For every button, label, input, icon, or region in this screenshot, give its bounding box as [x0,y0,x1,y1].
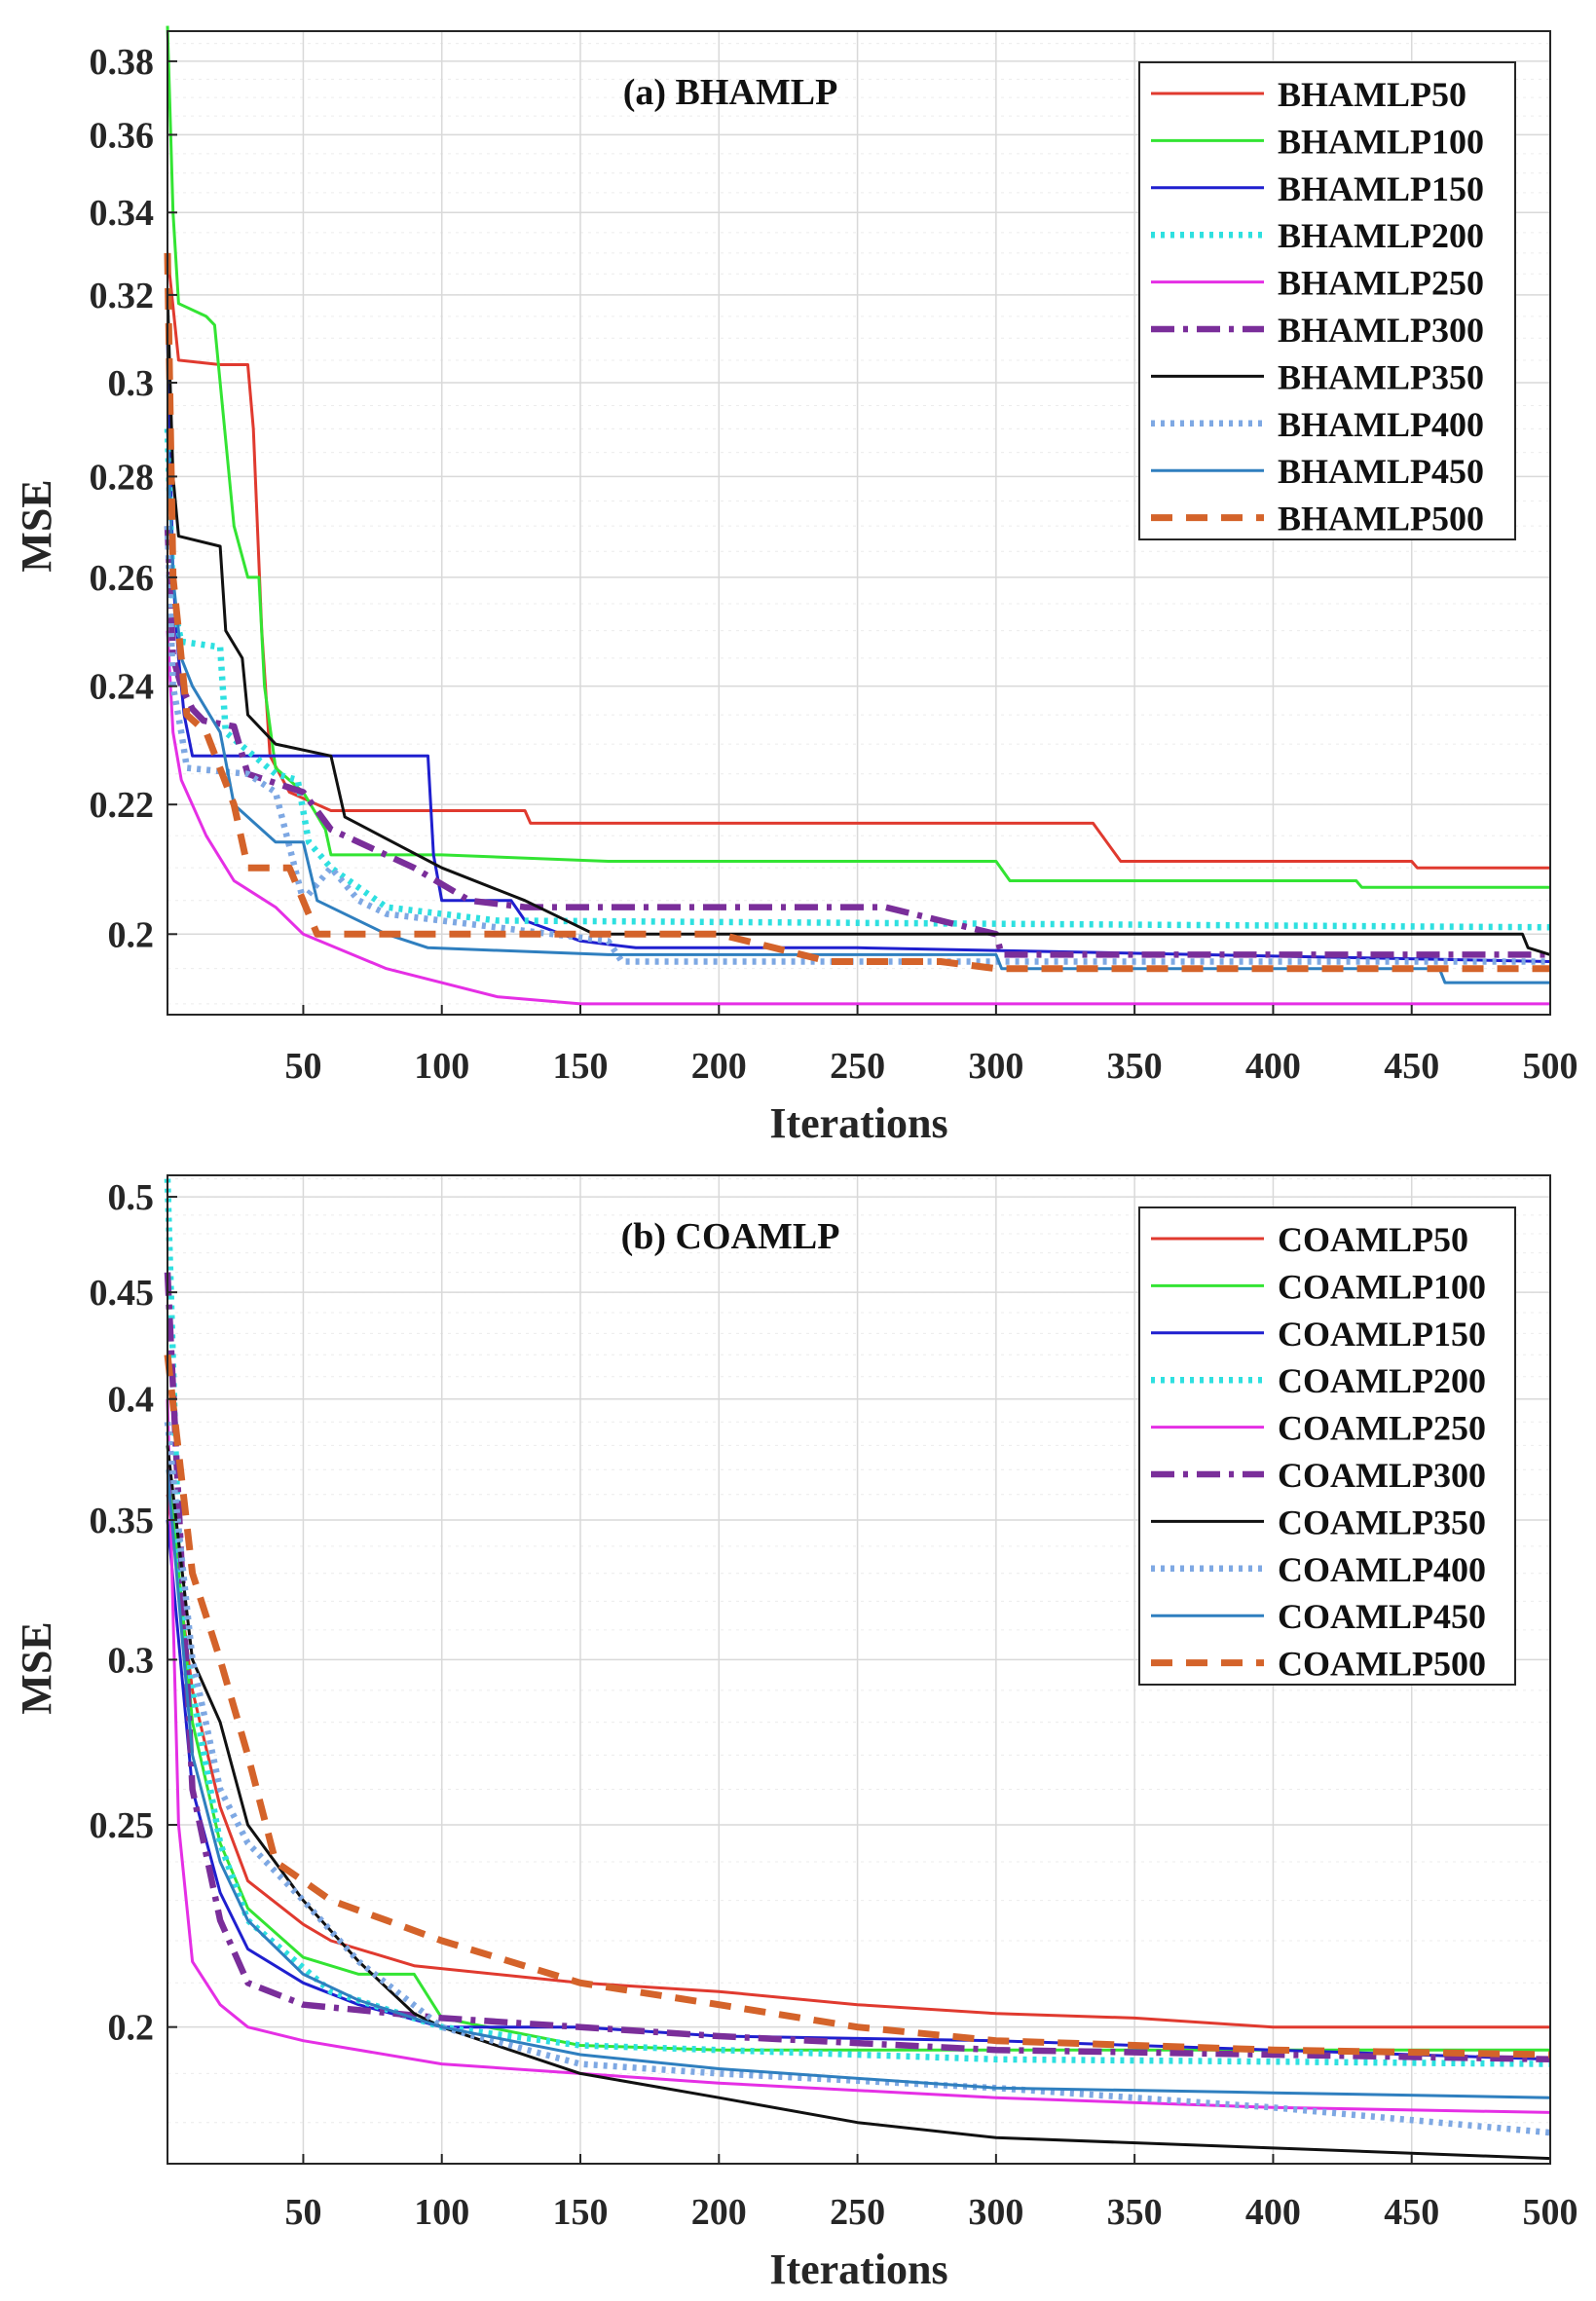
legend-label: BHAMLP400 [1278,405,1484,444]
legend-label: COAMLP150 [1278,1315,1486,1354]
legend-label: BHAMLP250 [1278,264,1484,303]
legend-label: COAMLP350 [1278,1503,1486,1541]
x-tick-label: 400 [1245,1046,1301,1087]
y-tick-label: 0.4 [108,1380,155,1421]
x-tick-label: 300 [968,2192,1023,2233]
y-axis-label: MSE [13,1621,60,1714]
legend-label: BHAMLP300 [1278,311,1484,350]
series-line-coamlp500 [164,1354,1551,2059]
legend-label: BHAMLP350 [1278,357,1484,396]
x-tick-label: 500 [1523,2192,1578,2233]
x-tick-label: 50 [284,2192,321,2233]
chart-panel-a: 50 100 150 200 250 300 350 400 450 500 0.2 0.22 0.24… [13,25,1578,1147]
x-tick-label: 300 [968,1046,1023,1087]
y-tick-label: 0.28 [90,457,155,498]
legend-label: BHAMLP150 [1278,169,1484,208]
y-tick-label: 0.24 [90,667,155,708]
legend-label: COAMLP500 [1278,1645,1486,1684]
x-tick-label: 100 [414,2192,469,2233]
x-tick-label: 250 [830,1046,885,1087]
x-tick-label: 200 [691,2192,747,2233]
y-tick-label: 0.32 [90,276,155,316]
series-line-coamlp300 [164,1272,1551,2063]
x-tick-label: 350 [1107,2192,1163,2233]
legend: BHAMLP50 BHAMLP100 BHAMLP150 BHAMLP200 BHAML… [1138,61,1516,540]
x-tick-label: 250 [830,2192,885,2233]
x-tick-label: 450 [1384,2192,1439,2233]
series-line-coamlp450 [166,1469,1551,2099]
y-tick-label: 0.2 [108,2008,155,2049]
series-line-coamlp200 [164,1178,1551,2067]
y-tick-label: 0.5 [108,1177,155,1218]
y-tick-label: 0.45 [90,1273,155,1314]
x-tick-label: 350 [1107,1046,1163,1087]
series-line-bhamlp150 [166,338,1551,963]
y-tick-label: 0.3 [108,363,155,404]
legend-label: COAMLP400 [1278,1550,1486,1589]
x-tick-label: 50 [284,1046,321,1087]
series-line-bhamlp350 [166,294,1551,956]
series-line-bhamlp500 [164,252,1550,973]
x-tick-label: 100 [414,1046,469,1087]
series-line-coamlp400 [164,1421,1551,2136]
x-tick-label: 200 [691,1046,747,1087]
legend: COAMLP50 COAMLP100 COAMLP150 COAMLP200 COAML… [1138,1206,1516,1686]
series-line-bhamlp100 [166,25,1550,889]
y-tick-label: 0.22 [90,785,155,826]
chart-panel-b: 50 100 150 200 250 300 350 400 450 500 0.2 0.25 0.3 0… [13,1174,1578,2293]
legend-label: COAMLP100 [1278,1267,1486,1306]
y-tick-label: 0.26 [90,558,155,599]
y-axis-label: MSE [13,479,60,572]
legend-label: BHAMLP500 [1278,500,1484,538]
series-line-bhamlp50 [166,252,1550,870]
y-tick-label: 0.34 [90,193,155,234]
y-tick-label: 0.36 [90,115,155,156]
y-tick-label: 0.2 [108,914,155,955]
series-line-coamlp50 [166,1494,1550,2029]
series-line-bhamlp300 [164,526,1550,958]
legend-label: COAMLP250 [1278,1409,1486,1448]
series-line-coamlp350 [166,1445,1551,2161]
x-tick-label: 450 [1384,1046,1439,1087]
x-axis-label: Iterations [769,2245,947,2293]
legend-label: BHAMLP200 [1278,216,1484,255]
y-tick-label: 0.3 [108,1640,155,1681]
chart-title: (a) BHAMLP [623,72,838,113]
legend-label: BHAMLP450 [1278,452,1484,491]
series-line-coamlp100 [166,1445,1550,2052]
series-line-bhamlp250 [166,630,1550,1006]
legend-label: BHAMLP100 [1278,122,1484,161]
y-tick-label: 0.35 [90,1501,155,1541]
x-axis-label: Iterations [769,1099,947,1147]
legend-label: COAMLP450 [1278,1597,1486,1636]
x-tick-label: 400 [1245,2192,1301,2233]
x-tick-label: 500 [1523,1046,1578,1087]
legend-label: COAMLP300 [1278,1456,1486,1495]
series-line-coamlp250 [166,1398,1551,2114]
x-tick-label: 150 [553,1046,609,1087]
legend-label: COAMLP50 [1278,1220,1468,1259]
y-tick-label: 0.25 [90,1805,155,1846]
legend-label: COAMLP200 [1278,1361,1486,1400]
plot-frame [167,30,1551,1016]
legend-label: BHAMLP50 [1278,75,1466,114]
y-tick-label: 0.38 [90,42,155,83]
x-tick-label: 150 [553,2192,609,2233]
chart-title: (b) COAMLP [621,1216,840,1257]
plot-frame [167,1174,1551,2165]
